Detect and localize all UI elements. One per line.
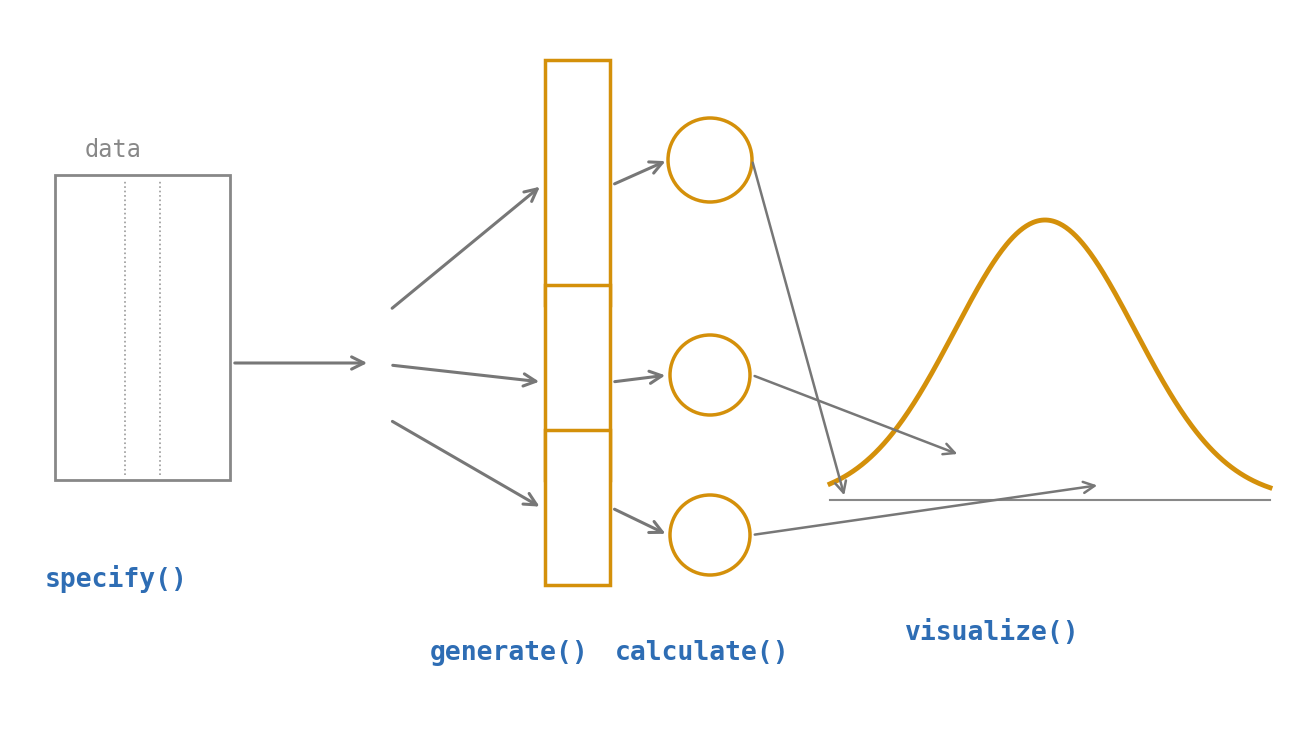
Bar xyxy=(545,430,610,585)
Bar xyxy=(545,60,610,305)
Ellipse shape xyxy=(670,495,750,575)
Text: visualize(): visualize() xyxy=(905,620,1080,646)
Text: generate(): generate() xyxy=(430,640,589,666)
Text: specify(): specify() xyxy=(45,565,188,593)
Bar xyxy=(54,175,231,480)
Ellipse shape xyxy=(670,335,750,415)
Ellipse shape xyxy=(668,118,752,202)
Bar xyxy=(545,285,610,480)
Text: data: data xyxy=(85,138,142,162)
Text: calculate(): calculate() xyxy=(615,640,790,666)
